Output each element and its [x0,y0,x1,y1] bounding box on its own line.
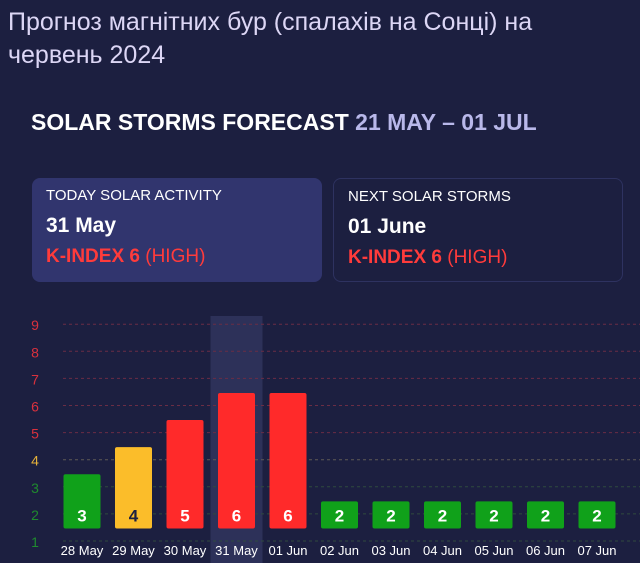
next-storms-card: NEXT SOLAR STORMS 01 June K-INDEX 6 (HIG… [333,178,623,282]
x-tick-label: 06 Jun [526,543,565,558]
x-tick-label: 04 Jun [423,543,462,558]
k-index: K-INDEX 6 (HIGH) [46,246,308,268]
bar [475,501,513,529]
bar-value-label: 2 [438,506,447,525]
y-tick-label: 2 [31,507,39,523]
subtitle-range: 21 MAY – 01 JUL [355,109,537,135]
bar-value-label: 3 [77,506,86,525]
card-date: 01 June [348,215,427,238]
bar [424,501,461,529]
card-label: NEXT SOLAR STORMS [348,188,511,205]
bar [115,447,152,529]
y-tick-label: 5 [31,426,39,442]
bar [63,474,101,529]
page-title: Прогноз магнітних бур (спалахів на Сонці… [8,8,533,69]
y-tick-label: 4 [31,453,39,469]
y-tick-label: 9 [31,317,39,333]
bar-value-label: 6 [232,506,241,525]
chart-subtitle: SOLAR STORMS FORECAST 21 MAY – 01 JUL [31,109,537,136]
x-tick-label: 03 Jun [371,543,410,558]
x-tick-label: 31 May [215,543,258,558]
bar [166,420,204,529]
today-activity-card: TODAY SOLAR ACTIVITY 31 May K-INDEX 6 (H… [32,178,322,282]
y-tick-label: 1 [31,534,39,550]
bar-value-label: 2 [541,506,550,525]
x-tick-label: 29 May [112,543,155,558]
bar [372,501,410,529]
bar-value-label: 2 [592,506,601,525]
bar-value-label: 5 [180,506,189,525]
y-tick-label: 8 [31,344,39,360]
x-tick-label: 07 Jun [577,543,616,558]
x-tick-label: 01 Jun [268,543,307,558]
bar [527,501,564,529]
y-tick-label: 7 [31,371,39,387]
bar [269,392,307,529]
x-tick-label: 05 Jun [474,543,513,558]
bar-value-label: 2 [335,506,344,525]
card-date: 31 May [46,214,117,237]
k-index-level: (HIGH) [447,247,508,268]
x-tick-label: 28 May [61,543,104,558]
bar-value-label: 6 [283,506,292,525]
x-tick-label: 02 Jun [320,543,359,558]
bar [321,501,358,529]
k-index: K-INDEX 6 (HIGH) [348,247,608,269]
x-tick-label: 30 May [164,543,207,558]
bar-value-label: 4 [129,506,139,525]
k-index-value: K-INDEX 6 [46,246,140,267]
card-label: TODAY SOLAR ACTIVITY [46,187,222,204]
k-index-value: K-INDEX 6 [348,247,442,268]
bar [218,392,255,529]
bar-value-label: 2 [489,506,498,525]
bar [578,501,616,529]
y-tick-label: 3 [31,480,39,496]
subtitle-main: SOLAR STORMS FORECAST [31,109,349,135]
y-tick-label: 6 [31,399,39,415]
bar-value-label: 2 [386,506,395,525]
k-index-level: (HIGH) [145,246,206,267]
